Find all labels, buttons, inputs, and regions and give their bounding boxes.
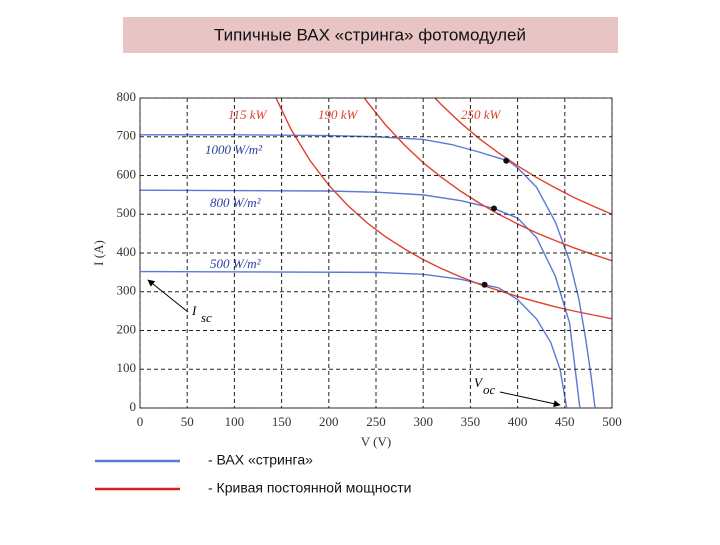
- power-curve-label: 190 kW: [318, 107, 359, 122]
- power-curve: [433, 98, 612, 215]
- legend-label: - Кривая постоянной мощности: [208, 480, 411, 496]
- iv-curve: [140, 270, 568, 408]
- mpp-point: [491, 205, 497, 212]
- y-axis-label: I (A): [91, 240, 106, 266]
- x-tick-label: 50: [181, 414, 194, 429]
- y-tick-label: 300: [117, 283, 137, 298]
- chart-title: Типичные ВАХ «стринга» фотомодулей: [214, 25, 526, 44]
- iv-curve-label: 800 W/m²: [210, 195, 262, 210]
- y-tick-label: 100: [117, 360, 137, 375]
- y-tick-label: 800: [117, 89, 137, 104]
- y-tick-label: 0: [130, 399, 137, 414]
- legend: - ВАХ «стринга» - Кривая постоянной мощно…: [95, 452, 411, 496]
- iv-curve-label: 500 W/m²: [210, 256, 262, 271]
- x-tick-label: 100: [225, 414, 245, 429]
- power-curve-label: 115 kW: [228, 107, 268, 122]
- power-curve-label: 250 kW: [461, 107, 502, 122]
- power-curve: [275, 98, 612, 320]
- y-tick-label: 500: [117, 205, 137, 220]
- annotation: V: [474, 375, 484, 390]
- title-box: [123, 17, 618, 53]
- legend-label: - ВАХ «стринга»: [208, 452, 313, 468]
- y-tick-label: 400: [117, 244, 137, 259]
- x-tick-label: 300: [413, 414, 433, 429]
- power-curve: [363, 98, 612, 262]
- iv-curve: [140, 189, 581, 408]
- x-axis-label: V (V): [361, 434, 391, 449]
- annotation-sub: oc: [483, 382, 496, 397]
- annotation-sub: sc: [201, 310, 212, 325]
- isc-arrow: [147, 279, 189, 313]
- mpp-point: [503, 157, 510, 164]
- x-tick-label: 0: [137, 414, 144, 429]
- y-tick-label: 200: [117, 321, 137, 336]
- annotation: I: [191, 303, 197, 318]
- x-tick-label: 400: [508, 414, 528, 429]
- x-tick-label: 350: [461, 414, 481, 429]
- x-tick-label: 250: [366, 414, 386, 429]
- x-tick-label: 150: [272, 414, 292, 429]
- y-tick-label: 700: [117, 128, 137, 143]
- y-tick-label: 600: [117, 166, 137, 181]
- x-tick-label: 200: [319, 414, 339, 429]
- voc-arrow: [499, 391, 561, 408]
- x-tick-label: 450: [555, 414, 575, 429]
- x-tick-label: 500: [602, 414, 622, 429]
- mpp-point: [481, 281, 488, 288]
